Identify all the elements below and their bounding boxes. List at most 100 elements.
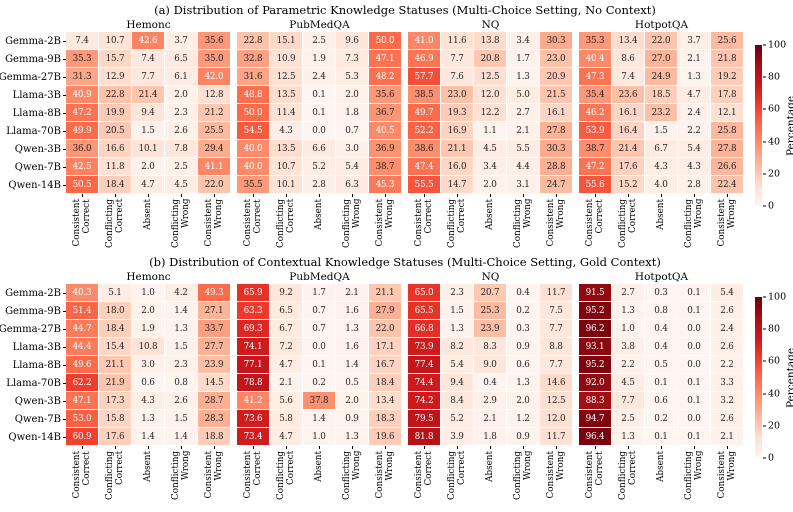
heatmap-cell: 47.1 bbox=[66, 392, 98, 409]
heatmap-cell: 23.9 bbox=[198, 356, 230, 373]
heatmap-cell: 27.8 bbox=[711, 140, 743, 157]
y-tick bbox=[63, 400, 66, 402]
heatmap-cell: 88.3 bbox=[579, 392, 611, 409]
x-tick bbox=[457, 446, 458, 449]
heatmap-cell: 10.1 bbox=[132, 140, 164, 157]
heatmap-cell: 19.6 bbox=[369, 428, 401, 445]
heatmap-cell: 3.7 bbox=[165, 32, 197, 49]
heatmap-cell: 51.4 bbox=[66, 302, 98, 319]
colorbar-gradient bbox=[755, 297, 762, 458]
heatmap-cell: 1.0 bbox=[132, 284, 164, 301]
heatmap-cell: 12.0 bbox=[540, 410, 572, 427]
heatmap-cell: 78.8 bbox=[237, 374, 269, 391]
heatmap-cell: 1.8 bbox=[336, 104, 368, 121]
heatmap-cell: 17.1 bbox=[369, 338, 401, 355]
colorbar-tick: 0 bbox=[763, 453, 774, 463]
heatmap-cell: 1.8 bbox=[474, 428, 506, 445]
heatmap-row: Qwen-7B 42.5 11.8 2.0 2.5 41.1 40.0 10.7 5.2 5.4 3… bbox=[0, 158, 750, 176]
x-tick bbox=[352, 194, 353, 197]
x-axis-label: Conflicting Wrong bbox=[507, 446, 539, 506]
y-tick bbox=[63, 112, 66, 114]
x-axis-label: Consistent Wrong bbox=[369, 194, 401, 250]
heatmap-cell: 53.9 bbox=[579, 122, 611, 139]
heatmap-cell: 17.6 bbox=[612, 158, 644, 175]
heatmap-cell: 2.6 bbox=[711, 410, 743, 427]
heatmap-cell: 1.6 bbox=[336, 302, 368, 319]
x-tick bbox=[424, 194, 425, 197]
heatmap-cell: 49.9 bbox=[66, 122, 98, 139]
x-axis-label: Consistent Correct bbox=[579, 194, 611, 250]
x-axis-label: Consistent Wrong bbox=[711, 194, 743, 250]
x-tick bbox=[319, 446, 320, 449]
heatmap-cell: 7.7 bbox=[441, 50, 473, 67]
x-axis-label: Conflicting Correct bbox=[99, 446, 131, 506]
heatmap-grid: Gemma-2B 7.4 10.7 42.6 3.7 35.6 22.8 15.1 2.5 9.6… bbox=[0, 32, 750, 194]
x-axis-label: Conflicting Correct bbox=[612, 194, 644, 250]
x-axis-label: Consistent Correct bbox=[579, 446, 611, 506]
heatmap-cell: 2.0 bbox=[507, 392, 539, 409]
heatmap-cell: 2.4 bbox=[303, 68, 335, 85]
x-axis-label: Consistent Wrong bbox=[198, 194, 230, 250]
heatmap-cell: 28.8 bbox=[540, 158, 572, 175]
heatmap-cell: 5.2 bbox=[303, 158, 335, 175]
heatmap-cell: 46.2 bbox=[579, 104, 611, 121]
heatmap-cell: 0.9 bbox=[336, 410, 368, 427]
y-tick bbox=[63, 184, 66, 186]
x-axis-label: Conflicting Correct bbox=[441, 194, 473, 250]
x-tick bbox=[661, 446, 662, 449]
x-axis-label: Conflicting Correct bbox=[270, 194, 302, 250]
heatmap-cell: 4.3 bbox=[678, 158, 710, 175]
x-tick bbox=[556, 194, 557, 197]
heatmap-row: Llama-70B 62.2 21.9 0.6 0.8 14.5 78.8 2.1 0.2 0.5… bbox=[0, 374, 750, 392]
heatmap-cell: 9.0 bbox=[474, 356, 506, 373]
heatmap-cell: 27.1 bbox=[198, 302, 230, 319]
heatmap-cell: 0.4 bbox=[645, 320, 677, 337]
heatmap-cell: 18.4 bbox=[369, 374, 401, 391]
heatmap-cell: 4.5 bbox=[165, 176, 197, 193]
row-label-model: Qwen-3B bbox=[0, 392, 66, 410]
heatmap-cell: 41.1 bbox=[198, 158, 230, 175]
heatmap-cell: 5.5 bbox=[507, 140, 539, 157]
heatmap-cell: 27.0 bbox=[645, 50, 677, 67]
heatmap-cell: 25.3 bbox=[474, 302, 506, 319]
heatmap-cell: 40.3 bbox=[66, 284, 98, 301]
heatmap-cell: 11.7 bbox=[540, 284, 572, 301]
heatmap-cell: 23.0 bbox=[540, 50, 572, 67]
heatmap-cell: 74.1 bbox=[237, 338, 269, 355]
heatmap-cell: 5.8 bbox=[270, 410, 302, 427]
x-axis-label: Conflicting Correct bbox=[441, 446, 473, 506]
heatmap-cell: 2.0 bbox=[165, 86, 197, 103]
heatmap-cell: 30.3 bbox=[540, 140, 572, 157]
dataset-group-header: HotpotQA bbox=[634, 271, 689, 283]
heatmap-cell: 0.0 bbox=[303, 122, 335, 139]
panel-b-title: (b) Distribution of Contextual Knowledge… bbox=[149, 255, 661, 269]
row-label-model: Gemma-2B bbox=[0, 32, 66, 50]
x-tick bbox=[286, 446, 287, 449]
heatmap-cell: 47.2 bbox=[66, 104, 98, 121]
colorbar-tick: 20 bbox=[763, 421, 780, 431]
x-tick bbox=[628, 446, 629, 449]
heatmap-cell: 38.5 bbox=[408, 86, 440, 103]
heatmap-cell: 2.0 bbox=[132, 302, 164, 319]
heatmap-cell: 0.6 bbox=[645, 392, 677, 409]
heatmap-cell: 0.1 bbox=[645, 374, 677, 391]
x-tick bbox=[82, 194, 83, 197]
heatmap-cell: 0.1 bbox=[678, 284, 710, 301]
heatmap-cell: 12.5 bbox=[270, 68, 302, 85]
heatmap-cell: 9.4 bbox=[441, 374, 473, 391]
heatmap-cell: 55.6 bbox=[579, 176, 611, 193]
heatmap-cell: 4.3 bbox=[645, 158, 677, 175]
heatmap-cell: 17.3 bbox=[99, 392, 131, 409]
heatmap-cell: 38.7 bbox=[579, 140, 611, 157]
row-label-model: Qwen-14B bbox=[0, 176, 66, 194]
heatmap-cell: 93.1 bbox=[579, 338, 611, 355]
heatmap-cell: 16.4 bbox=[612, 122, 644, 139]
heatmap-cell: 6.5 bbox=[270, 302, 302, 319]
heatmap-cell: 4.3 bbox=[132, 392, 164, 409]
y-tick bbox=[63, 40, 66, 42]
heatmap-cell: 0.5 bbox=[336, 374, 368, 391]
dataset-group-header: PubMedQA bbox=[289, 271, 350, 283]
heatmap-cell: 79.5 bbox=[408, 410, 440, 427]
heatmap-cell: 45.3 bbox=[369, 176, 401, 193]
colorbar-tick: 100 bbox=[763, 40, 786, 50]
